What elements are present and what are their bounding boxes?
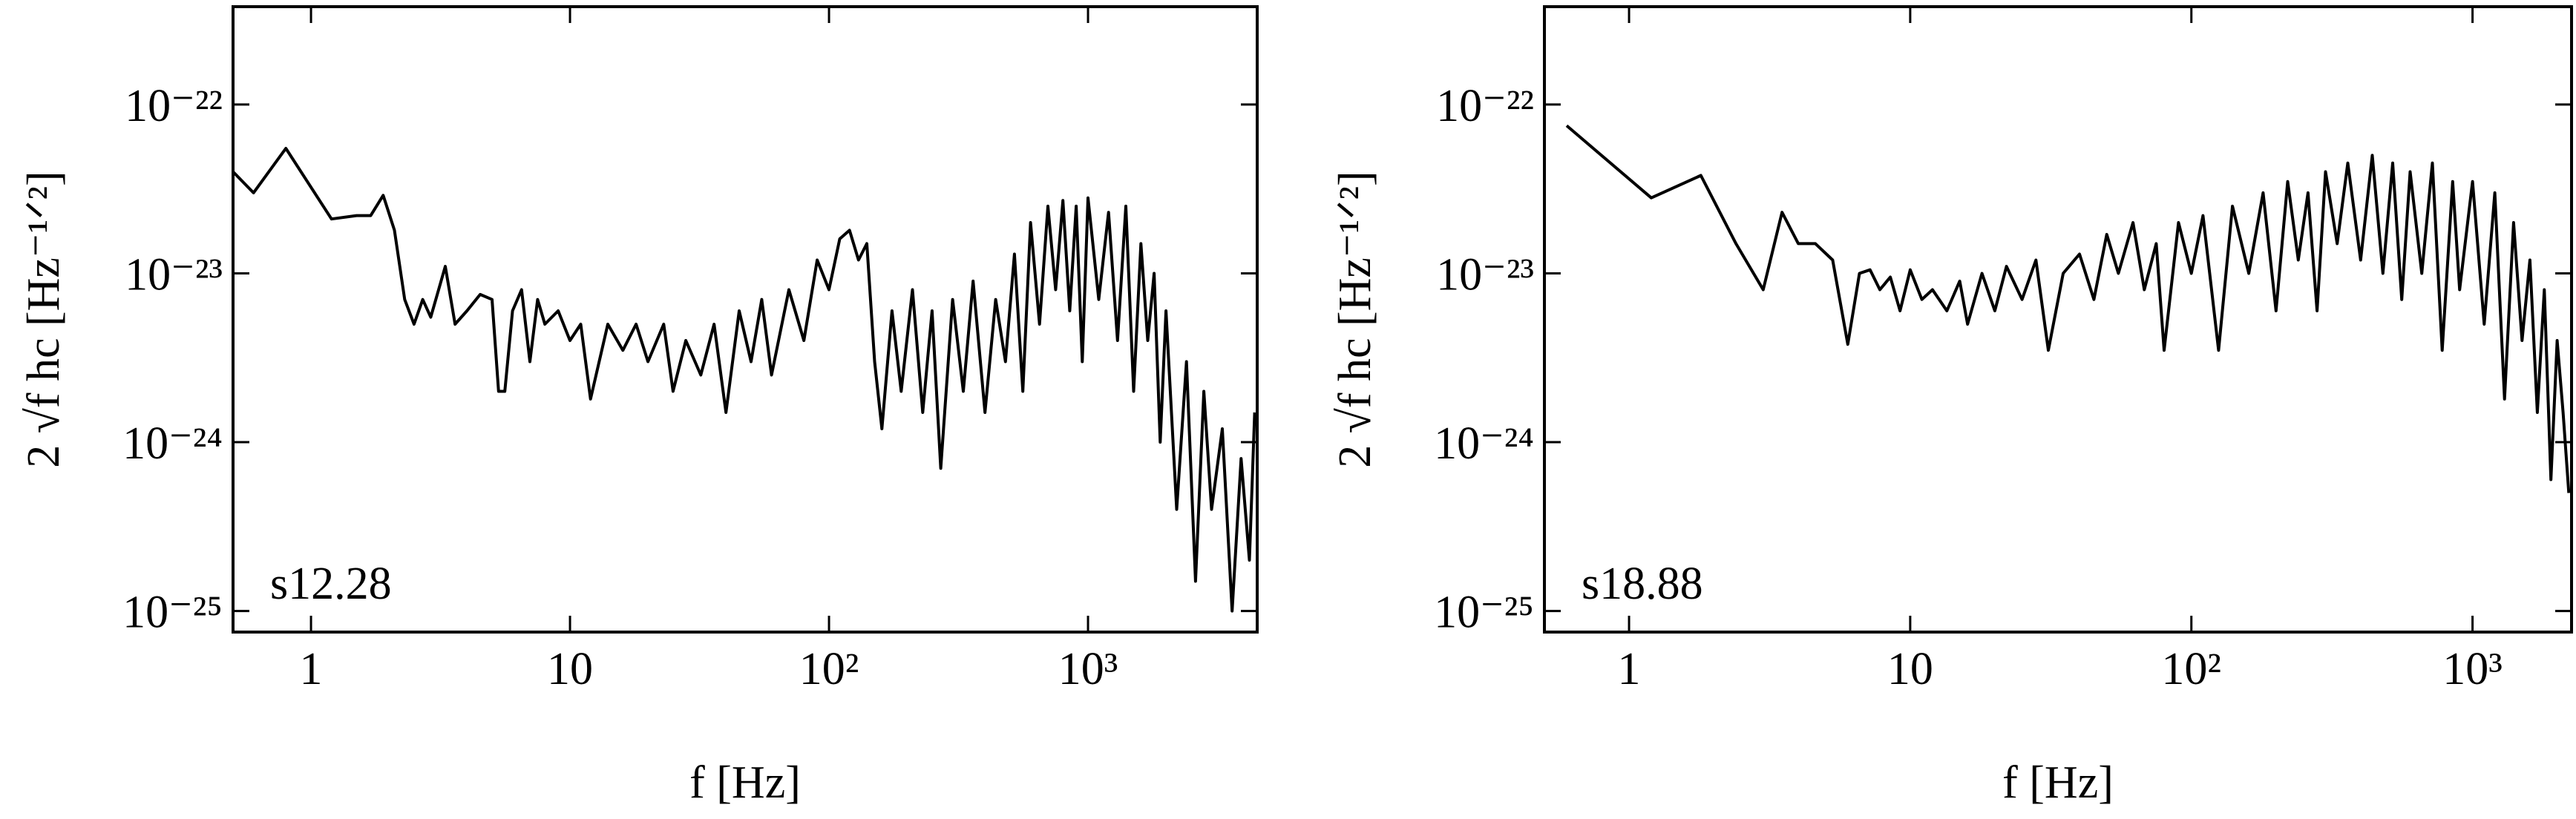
y-axis-label: 2 √f hc [Hz⁻¹ᐟ²] <box>1330 171 1380 467</box>
x-axis-label: f [Hz] <box>689 757 801 808</box>
plot-frame <box>1543 5 2573 634</box>
annotation: s18.88 <box>1582 559 1703 609</box>
x-tick-label: 1 <box>300 644 323 694</box>
annotation: s12.28 <box>270 559 392 609</box>
x-axis-label: f [Hz] <box>2002 757 2114 808</box>
y-tick-label: 10⁻²³ <box>125 249 223 300</box>
plot-frame <box>232 5 1259 634</box>
y-tick-label: 10⁻²⁴ <box>1434 418 1534 469</box>
y-tick-label: 10⁻²⁵ <box>122 588 223 638</box>
y-tick-label: 10⁻²⁴ <box>122 418 223 469</box>
y-tick-label: 10⁻²⁵ <box>1434 588 1534 638</box>
x-tick-label: 10² <box>2161 644 2221 694</box>
x-tick-label: 10 <box>1887 644 1933 694</box>
y-tick-label: 10⁻²² <box>125 81 223 131</box>
x-tick-label: 10² <box>799 644 859 694</box>
x-tick-label: 1 <box>1618 644 1641 694</box>
x-tick-label: 10³ <box>2442 644 2503 694</box>
spectrum-line <box>1565 124 2571 493</box>
y-tick-label: 10⁻²² <box>1436 81 1534 131</box>
y-axis-label: 2 √f hc [Hz⁻¹ᐟ²] <box>19 171 69 467</box>
spectrum-line <box>232 147 1256 613</box>
x-tick-label: 10³ <box>1058 644 1118 694</box>
y-tick-label: 10⁻²³ <box>1436 249 1534 300</box>
x-tick-label: 10 <box>547 644 593 694</box>
